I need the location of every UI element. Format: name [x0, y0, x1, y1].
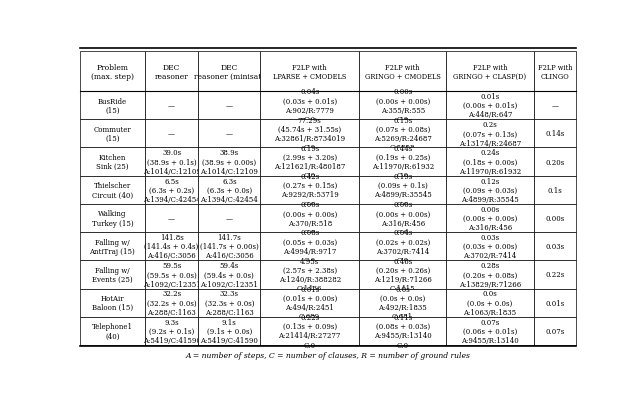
- Text: A = number of steps, C = number of clauses, R = number of ground rules: A = number of steps, C = number of claus…: [186, 351, 470, 359]
